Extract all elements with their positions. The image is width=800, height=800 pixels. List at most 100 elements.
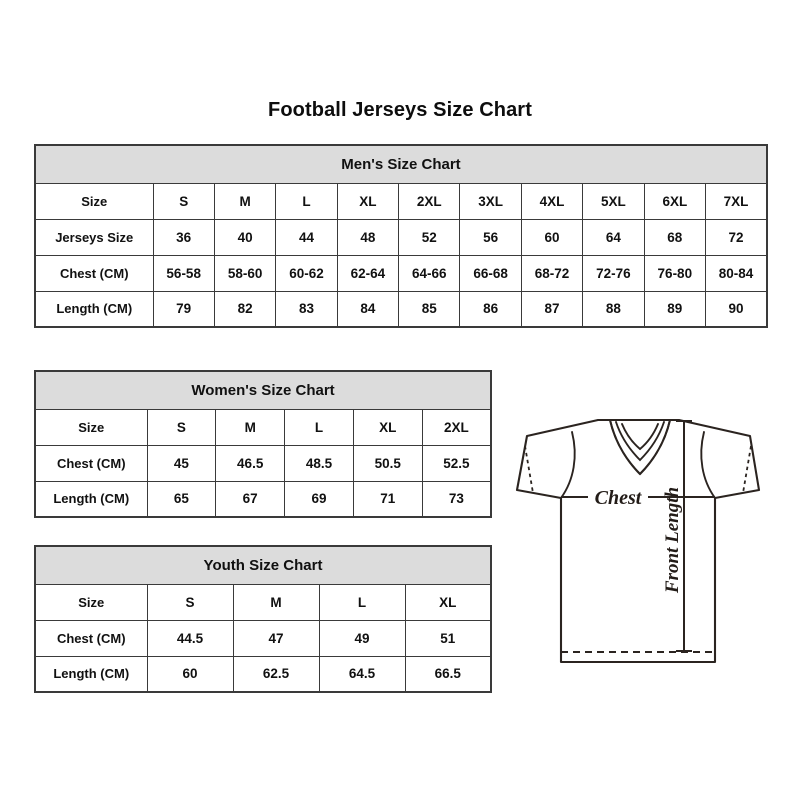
mens-cell-0-5: 56 (459, 218, 522, 256)
mens-size-table: Men's Size Chart Size S M L XL 2XL 3XL 4… (34, 144, 768, 328)
youth-cell-1-2: 64.5 (318, 655, 406, 693)
mens-cell-1-1: 58-60 (213, 254, 277, 292)
youth-cell-0-1: 47 (232, 619, 320, 657)
table-row: Length (CM) 60 62.5 64.5 66.5 (34, 655, 492, 693)
neckline-rib-1 (615, 421, 665, 462)
mens-table-band-title: Men's Size Chart (34, 144, 768, 184)
mens-col-header-0: Size (34, 182, 154, 220)
youth-table-band-title: Youth Size Chart (34, 545, 492, 585)
jersey-measurement-diagram: Chest Front Length (500, 390, 792, 702)
mens-col-header-10: 7XL (705, 182, 768, 220)
womens-cell-0-4: 52.5 (421, 444, 492, 482)
mens-col-header-4: XL (336, 182, 400, 220)
mens-cell-0-9: 72 (705, 218, 768, 256)
mens-cell-0-0: 36 (152, 218, 215, 256)
womens-col-header-4: XL (352, 408, 423, 446)
front-length-label: Front Length (662, 487, 683, 594)
womens-cell-0-3: 50.5 (352, 444, 423, 482)
youth-table-header-row: Size S M L XL (34, 583, 492, 621)
mens-cell-0-2: 44 (275, 218, 338, 256)
table-row: Jerseys Size 36 40 44 48 52 56 60 64 68 … (34, 218, 768, 256)
mens-col-header-2: M (213, 182, 277, 220)
womens-table-band-row: Women's Size Chart (34, 370, 492, 410)
left-armhole-seam (560, 431, 576, 499)
mens-cell-0-8: 68 (643, 218, 707, 256)
chest-label: Chest (595, 487, 643, 509)
mens-cell-0-6: 60 (520, 218, 584, 256)
table-row: Length (CM) 79 82 83 84 85 86 87 88 89 9… (34, 290, 768, 328)
mens-cell-1-0: 56-58 (152, 254, 215, 292)
mens-cell-2-2: 83 (275, 290, 338, 328)
mens-table-band-row: Men's Size Chart (34, 144, 768, 184)
mens-cell-0-1: 40 (213, 218, 277, 256)
right-cuff-dashed-hem (742, 445, 752, 494)
mens-cell-0-7: 64 (582, 218, 645, 256)
womens-col-header-2: M (215, 408, 286, 446)
youth-col-header-4: XL (404, 583, 492, 621)
womens-cell-1-1: 67 (215, 480, 286, 518)
neckline-rib-2 (621, 423, 659, 451)
mens-cell-1-6: 68-72 (520, 254, 584, 292)
womens-col-header-1: S (146, 408, 217, 446)
mens-row-label-0: Jerseys Size (34, 218, 154, 256)
mens-col-header-6: 3XL (459, 182, 522, 220)
womens-table-band-title: Women's Size Chart (34, 370, 492, 410)
mens-cell-1-8: 76-80 (643, 254, 707, 292)
mens-cell-0-3: 48 (336, 218, 400, 256)
mens-cell-2-9: 90 (705, 290, 768, 328)
mens-cell-2-1: 82 (213, 290, 277, 328)
youth-cell-1-0: 60 (146, 655, 234, 693)
mens-table-header-row: Size S M L XL 2XL 3XL 4XL 5XL 6XL 7XL (34, 182, 768, 220)
womens-size-table: Women's Size Chart Size S M L XL 2XL Che… (34, 370, 493, 518)
right-armhole-seam (700, 431, 716, 499)
table-row: Chest (CM) 56-58 58-60 60-62 62-64 64-66… (34, 254, 768, 292)
youth-row-label-0: Chest (CM) (34, 619, 148, 657)
womens-row-label-1: Length (CM) (34, 480, 148, 518)
mens-cell-1-9: 80-84 (705, 254, 768, 292)
youth-table-band-row: Youth Size Chart (34, 545, 492, 585)
mens-cell-1-7: 72-76 (582, 254, 645, 292)
youth-cell-1-1: 62.5 (232, 655, 320, 693)
mens-cell-0-4: 52 (398, 218, 461, 256)
youth-col-header-0: Size (34, 583, 148, 621)
mens-col-header-7: 4XL (520, 182, 584, 220)
mens-col-header-5: 2XL (398, 182, 461, 220)
neckline-outer-curve (609, 419, 671, 476)
jersey-body-outline (515, 418, 761, 664)
youth-cell-0-0: 44.5 (146, 619, 234, 657)
mens-cell-2-3: 84 (336, 290, 400, 328)
table-row: Chest (CM) 45 46.5 48.5 50.5 52.5 (34, 444, 492, 482)
mens-row-label-1: Chest (CM) (34, 254, 154, 292)
womens-cell-0-1: 46.5 (215, 444, 286, 482)
mens-cell-1-4: 64-66 (398, 254, 461, 292)
left-cuff-dashed-hem (524, 445, 534, 494)
youth-cell-0-3: 51 (404, 619, 492, 657)
mens-cell-1-3: 62-64 (336, 254, 400, 292)
mens-cell-1-5: 66-68 (459, 254, 522, 292)
youth-cell-1-3: 66.5 (404, 655, 492, 693)
mens-cell-2-7: 88 (582, 290, 645, 328)
youth-col-header-2: M (232, 583, 320, 621)
mens-cell-2-0: 79 (152, 290, 215, 328)
womens-cell-1-3: 71 (352, 480, 423, 518)
youth-row-label-1: Length (CM) (34, 655, 148, 693)
womens-cell-1-4: 73 (421, 480, 492, 518)
mens-col-header-9: 6XL (643, 182, 707, 220)
youth-size-table: Youth Size Chart Size S M L XL Chest (CM… (34, 545, 493, 693)
womens-cell-0-2: 48.5 (284, 444, 354, 482)
womens-col-header-3: L (284, 408, 354, 446)
page-title: Football Jerseys Size Chart (268, 99, 532, 121)
mens-col-header-1: S (152, 182, 215, 220)
mens-cell-1-2: 60-62 (275, 254, 338, 292)
womens-col-header-0: Size (34, 408, 148, 446)
youth-cell-0-2: 49 (318, 619, 406, 657)
mens-cell-2-4: 85 (398, 290, 461, 328)
mens-cell-2-6: 87 (520, 290, 584, 328)
womens-table-header-row: Size S M L XL 2XL (34, 408, 492, 446)
table-row: Length (CM) 65 67 69 71 73 (34, 480, 492, 518)
womens-col-header-5: 2XL (421, 408, 492, 446)
womens-row-label-0: Chest (CM) (34, 444, 148, 482)
youth-col-header-1: S (146, 583, 234, 621)
youth-col-header-3: L (318, 583, 406, 621)
mens-cell-2-8: 89 (643, 290, 707, 328)
